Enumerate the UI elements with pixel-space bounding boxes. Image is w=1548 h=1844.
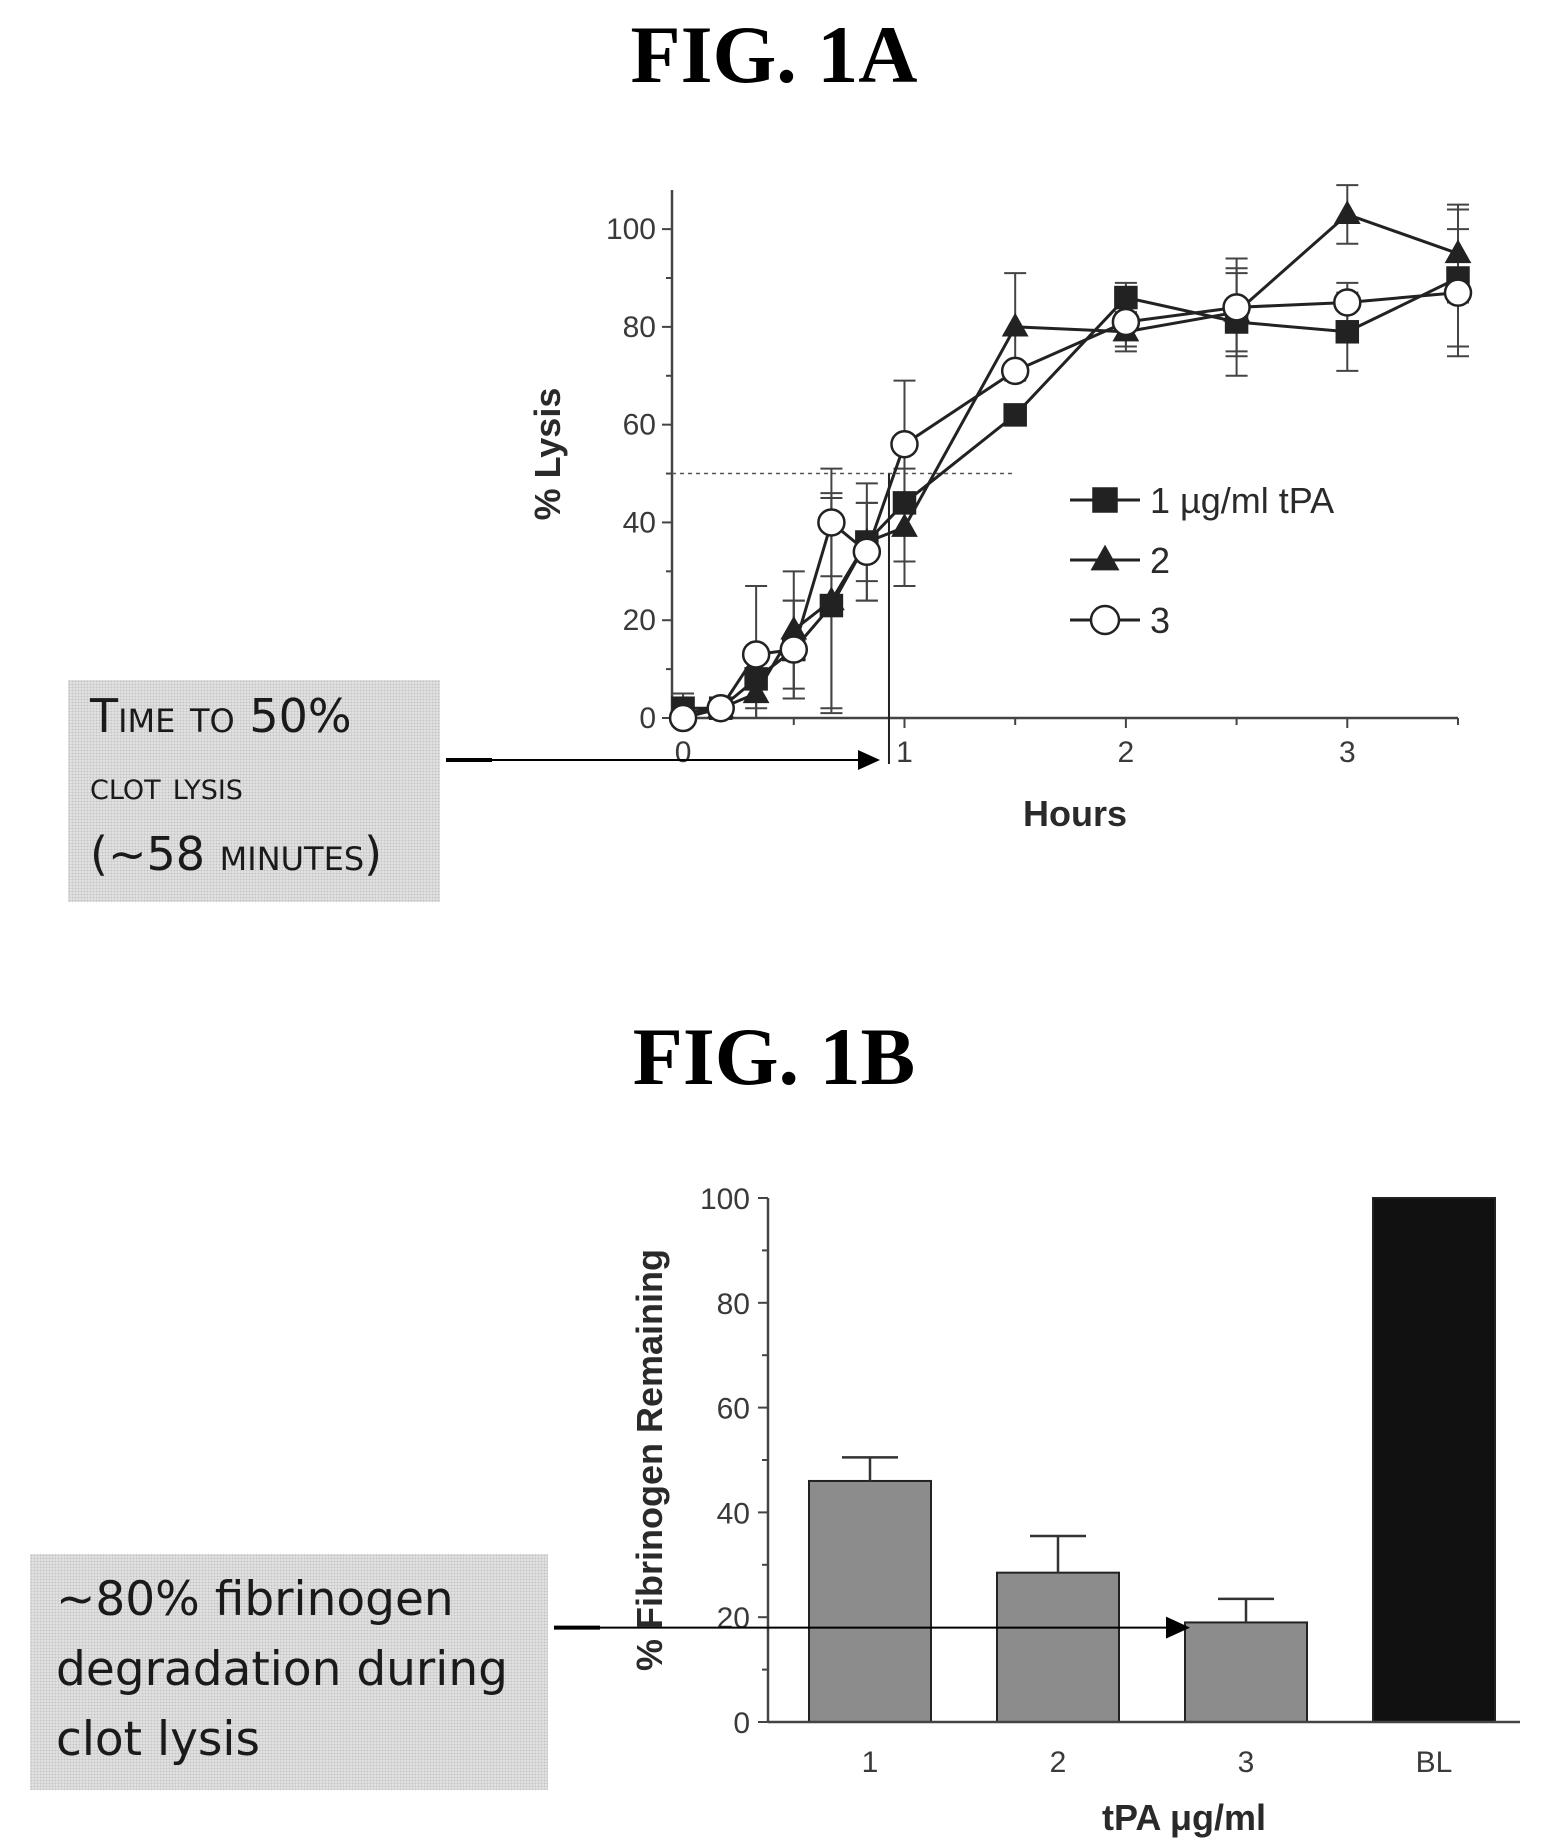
circle-marker — [668, 703, 698, 733]
time-to-50-lysis-annotation: Time to 50% clot lysis (~58 minutes) — [68, 680, 440, 902]
bar-group — [996, 1534, 1120, 1724]
y-tick-label: 100 — [606, 213, 656, 246]
y-tick-label: 40 — [717, 1497, 750, 1530]
figure-1b-title: FIG. 1B — [632, 1011, 916, 1102]
bar — [996, 1571, 1120, 1724]
x-tick-label: 3 — [1339, 736, 1356, 769]
circle-marker — [779, 635, 809, 664]
circle-marker — [1443, 278, 1473, 307]
arrowhead — [858, 750, 880, 770]
triangle-marker — [1001, 312, 1029, 337]
bar — [1372, 1197, 1496, 1723]
y-tick-label: 20 — [623, 604, 656, 637]
x-tick-label: 2 — [1118, 736, 1135, 769]
circle-marker — [706, 693, 735, 723]
y-tick-label: 100 — [700, 1183, 750, 1216]
x-tick-label: 1 — [862, 1746, 879, 1779]
triangle-marker — [891, 513, 918, 537]
y-tick-label: 40 — [623, 506, 656, 539]
series-markers — [668, 278, 1473, 733]
bar — [1184, 1621, 1308, 1723]
circle-marker — [852, 537, 882, 567]
y-tick-label: 0 — [639, 702, 656, 735]
square-marker — [892, 491, 917, 515]
annotation-line: degradation during — [56, 1642, 508, 1697]
bar — [808, 1479, 932, 1723]
triangle-marker — [818, 586, 845, 611]
annotation-line: Time to 50% — [90, 689, 352, 743]
triangle-marker — [742, 679, 770, 704]
legend: 1 µg/ml tPA 2 3 — [1070, 480, 1334, 641]
x-tick-label: BL — [1416, 1746, 1453, 1779]
triangle-marker — [1444, 239, 1472, 264]
annotation-line: (~58 minutes) — [90, 827, 383, 881]
square-marker — [1092, 487, 1118, 513]
circle-marker — [1000, 356, 1030, 386]
y-tick-label: 20 — [717, 1602, 750, 1635]
y-tick-label: 80 — [623, 311, 656, 344]
y-axis-label: % Fibrinogen Remaining — [629, 1249, 670, 1671]
annotation-line: clot lysis — [90, 764, 243, 808]
square-marker — [1114, 285, 1138, 310]
square-marker — [1335, 320, 1360, 344]
x-axis-label: tPA μg/ml — [1102, 1797, 1266, 1838]
y-tick-label: 80 — [717, 1288, 750, 1321]
x-tick-label: 2 — [1050, 1746, 1067, 1779]
y-tick-label: 60 — [623, 409, 656, 442]
circle-marker — [890, 429, 919, 459]
bar-group — [1184, 1597, 1308, 1723]
figure-1a-title: FIG. 1A — [630, 9, 918, 100]
y-tick-label: 60 — [717, 1393, 750, 1426]
arrowhead — [1166, 1616, 1190, 1639]
square-marker — [1003, 403, 1027, 427]
circle-marker — [1089, 604, 1121, 636]
legend-label: 3 — [1150, 600, 1170, 641]
circle-marker — [817, 508, 846, 537]
y-tick-label: 0 — [733, 1707, 750, 1740]
circle-marker — [1333, 288, 1362, 317]
triangle-marker — [1333, 200, 1361, 224]
circle-marker — [1111, 307, 1141, 337]
x-axis-label: Hours — [1023, 793, 1127, 834]
triangle-marker — [1090, 544, 1120, 571]
annotation-arrows — [446, 750, 1190, 1639]
x-tick-label: 1 — [896, 736, 913, 769]
annotation-line: clot lysis — [56, 1712, 260, 1767]
legend-label: 1 µg/ml tPA — [1150, 480, 1334, 521]
annotation-line: ~80% fibrinogen — [56, 1572, 454, 1627]
circle-marker — [1222, 293, 1251, 322]
lysis-line-chart: 0 20 40 60 80 100 0 1 2 3 Hours % Lysis 1 µg/ml tPA 2… — [527, 184, 1473, 834]
bar-group — [1372, 1197, 1496, 1723]
x-tick-label: 3 — [1238, 1746, 1255, 1779]
circle-marker — [741, 640, 771, 669]
fibrinogen-bar-chart: 0 20 40 60 80 100 1 2 3 BL tPA μg/ml % Fibrinogen R… — [629, 1183, 1520, 1838]
x-tick-label: 0 — [675, 736, 692, 769]
fibrinogen-degradation-annotation: ~80% fibrinogen degradation during clot … — [30, 1554, 548, 1790]
y-axis-label: % Lysis — [527, 388, 568, 521]
bar-group — [808, 1456, 932, 1723]
legend-label: 2 — [1150, 540, 1170, 581]
